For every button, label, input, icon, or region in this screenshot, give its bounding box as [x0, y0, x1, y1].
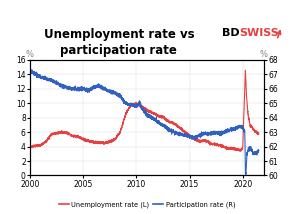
- Text: SWISS: SWISS: [239, 28, 279, 38]
- Text: %: %: [26, 50, 34, 59]
- Legend: Unemployment rate (L), Participation rate (R): Unemployment rate (L), Participation rat…: [56, 199, 238, 211]
- Text: %: %: [260, 50, 268, 59]
- Text: BD: BD: [222, 28, 239, 38]
- Text: Unemployment rate vs
participation rate: Unemployment rate vs participation rate: [44, 28, 194, 56]
